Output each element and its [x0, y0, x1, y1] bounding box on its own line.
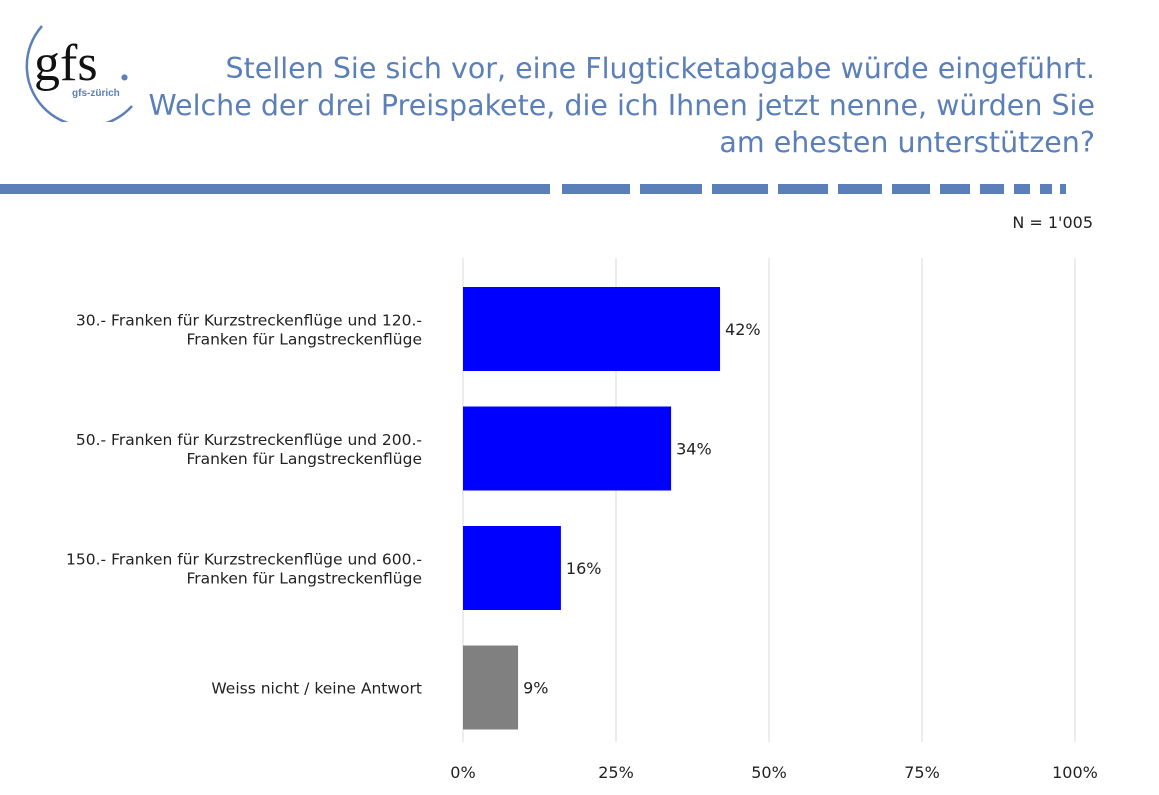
category-label: 150.- Franken für Kurzstreckenflüge und … — [66, 551, 422, 569]
logo-arc — [25, 25, 133, 122]
category-label: Franken für Langstreckenflüge — [186, 331, 422, 349]
bar — [463, 526, 561, 610]
sample-size-label: N = 1'005 — [1012, 213, 1093, 232]
bar-chart: 30.- Franken für Kurzstreckenflüge und 1… — [66, 258, 1098, 782]
logo-dot: . — [118, 35, 131, 92]
gfs-logo: gfs . gfs-zürich — [25, 25, 133, 122]
category-label: Weiss nicht / keine Antwort — [211, 680, 422, 698]
x-tick-label: 50% — [751, 763, 787, 782]
category-label: Franken für Langstreckenflüge — [186, 450, 422, 468]
bar — [463, 645, 519, 730]
data-label: 16% — [566, 559, 602, 578]
category-label: Franken für Langstreckenflüge — [186, 570, 422, 588]
x-tick-label: 75% — [904, 763, 940, 782]
bars — [463, 287, 721, 730]
data-label: 42% — [725, 320, 761, 339]
bar — [463, 406, 672, 491]
value-labels: 42% 34% 16% 9% — [523, 320, 761, 698]
category-label: 30.- Franken für Kurzstreckenflüge und 1… — [76, 312, 422, 330]
x-tick-label: 100% — [1052, 763, 1098, 782]
x-tick-label: 0% — [450, 763, 475, 782]
logo-text: gfs — [34, 35, 98, 92]
logo-subtext: gfs-zürich — [72, 88, 120, 99]
category-label: 50.- Franken für Kurzstreckenflüge und 2… — [76, 431, 422, 449]
bar — [463, 287, 721, 371]
title-line-2: Welche der drei Preispakete, die ich Ihn… — [148, 89, 1095, 122]
x-axis-ticks: 0% 25% 50% 75% 100% — [450, 763, 1098, 782]
category-labels: 30.- Franken für Kurzstreckenflüge und 1… — [66, 312, 422, 698]
header-divider — [0, 184, 1066, 194]
data-label: 9% — [523, 679, 548, 698]
page-title: Stellen Sie sich vor, eine Flugticketabg… — [115, 50, 1095, 161]
title-line-3: am ehesten unterstützen? — [719, 126, 1095, 159]
data-label: 34% — [676, 440, 712, 459]
title-line-1: Stellen Sie sich vor, eine Flugticketabg… — [225, 52, 1095, 85]
x-tick-label: 25% — [598, 763, 634, 782]
